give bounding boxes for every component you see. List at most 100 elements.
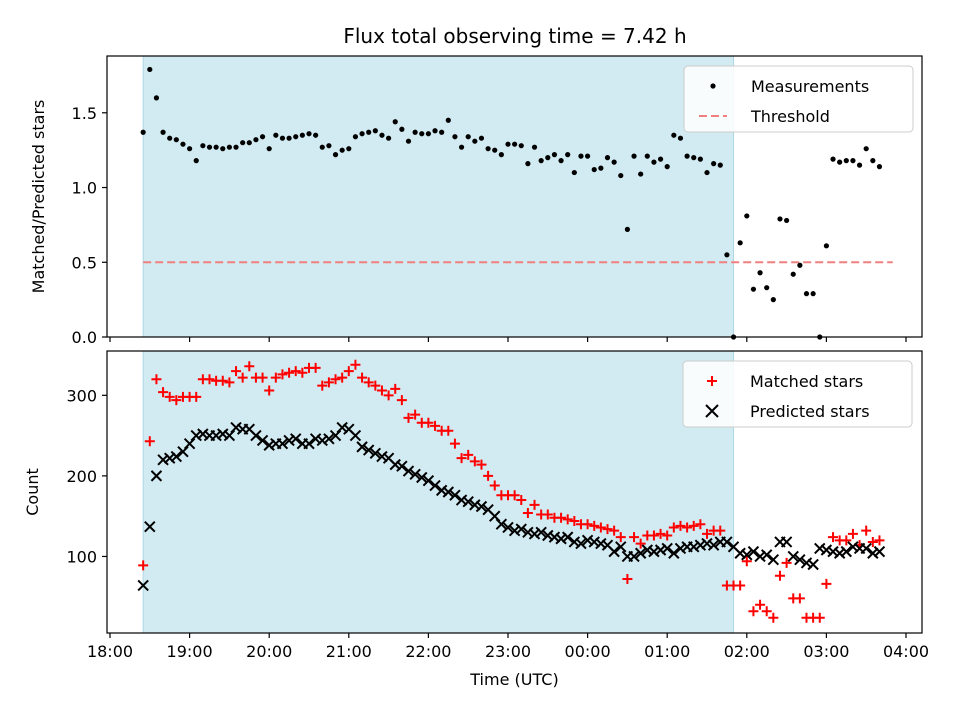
measurement-point xyxy=(784,217,790,224)
measurement-point xyxy=(346,146,352,152)
measurement-point xyxy=(153,95,160,101)
measurement-point xyxy=(624,226,631,232)
measurement-point xyxy=(478,135,485,141)
measurement-point xyxy=(492,147,498,153)
matched-point xyxy=(237,372,248,383)
matched-point xyxy=(343,366,354,377)
measurement-point xyxy=(233,144,239,150)
top-panel: 0.0 0.5 1.0 1.5 Matched/Predicted stars Measu… xyxy=(29,55,923,347)
predicted-point xyxy=(475,500,488,513)
matched-point xyxy=(463,449,474,460)
matched-point xyxy=(456,453,467,464)
predicted-point xyxy=(840,545,853,558)
predicted-point xyxy=(217,428,229,440)
measurement-point xyxy=(764,285,770,291)
predicted-point xyxy=(535,526,547,538)
matched-point xyxy=(191,391,202,402)
predicted-point xyxy=(362,444,375,456)
matched-point xyxy=(635,538,646,549)
predicted-point xyxy=(177,446,189,458)
measurement-point xyxy=(631,153,637,159)
matched-point xyxy=(609,525,620,536)
matched-point xyxy=(542,509,553,520)
measurement-point xyxy=(525,161,531,167)
predicted-point xyxy=(170,450,183,463)
predicted-point xyxy=(435,484,448,497)
matched-point xyxy=(443,425,454,436)
measurement-point xyxy=(830,156,836,162)
matched-point xyxy=(615,532,626,543)
x-tick-label: 02:00 xyxy=(724,642,770,661)
measurement-point xyxy=(850,158,856,164)
predicted-point xyxy=(701,537,713,550)
matched-point xyxy=(867,536,878,547)
predicted-point xyxy=(694,539,707,551)
predicted-point xyxy=(290,433,302,445)
measurement-point xyxy=(578,153,584,159)
predicted-point xyxy=(767,553,780,566)
predicted-point xyxy=(250,429,262,442)
measurement-point xyxy=(240,140,246,146)
measurement-point xyxy=(299,132,305,138)
matched-point xyxy=(741,556,752,567)
matched-point xyxy=(768,612,779,623)
measurement-point xyxy=(187,146,193,152)
x-tick-label: 21:00 xyxy=(326,642,372,661)
matched-point xyxy=(284,367,295,378)
predicted-point xyxy=(833,547,846,559)
predicted-point xyxy=(721,536,733,548)
axes-frame xyxy=(106,55,923,338)
predicted-point xyxy=(349,429,362,442)
matched-point xyxy=(682,522,693,533)
matched-point xyxy=(410,409,421,420)
predicted-point xyxy=(548,531,561,543)
predicted-point xyxy=(542,529,554,542)
measurement-point xyxy=(140,129,146,135)
matched-point xyxy=(794,593,805,604)
matched-point xyxy=(217,375,228,386)
measurement-point xyxy=(691,155,697,161)
predicted-point xyxy=(747,545,760,558)
predicted-point xyxy=(867,547,879,559)
measurement-point xyxy=(359,131,365,137)
x-tick-label: 22:00 xyxy=(405,642,451,661)
x-tick-label: 20:00 xyxy=(246,642,292,661)
matched-point xyxy=(668,522,679,533)
measurement-point xyxy=(551,152,558,158)
matched-point xyxy=(529,499,540,510)
matched-point xyxy=(317,380,328,391)
matched-point xyxy=(476,459,487,470)
matched-point xyxy=(774,570,785,581)
predicted-point xyxy=(416,471,428,484)
measurement-point xyxy=(246,140,252,146)
predicted-point xyxy=(402,465,415,477)
measurement-point xyxy=(664,164,670,170)
matched-point xyxy=(350,359,361,370)
predicted-point xyxy=(376,450,388,463)
predicted-point xyxy=(807,558,819,571)
matched-point xyxy=(562,514,573,525)
matched-point xyxy=(695,519,706,530)
y-tick-label: 1.0 xyxy=(72,179,97,198)
matched-point xyxy=(509,490,520,501)
predicted-point xyxy=(780,536,793,548)
predicted-point xyxy=(462,495,474,508)
matched-point xyxy=(164,391,175,402)
predicted-point xyxy=(263,439,275,451)
measurement-point xyxy=(180,141,186,147)
bottom-panel: 100 200 300 18:00 19:00 20:00 21:00 22:00 23:00 0… xyxy=(23,350,929,689)
measurement-point xyxy=(684,153,690,159)
measurement-point xyxy=(286,135,292,141)
matched-point xyxy=(814,612,825,623)
measurement-point xyxy=(598,165,604,171)
matched-point xyxy=(171,395,182,406)
predicted-point xyxy=(654,544,667,556)
predicted-point xyxy=(734,547,746,559)
predicted-point xyxy=(522,526,534,538)
y-tick-label: 1.5 xyxy=(72,104,97,123)
predicted-point xyxy=(449,489,461,501)
measurement-point xyxy=(193,158,199,164)
matched-point xyxy=(781,557,792,568)
predicted-point xyxy=(508,524,521,537)
matched-point xyxy=(702,528,712,539)
